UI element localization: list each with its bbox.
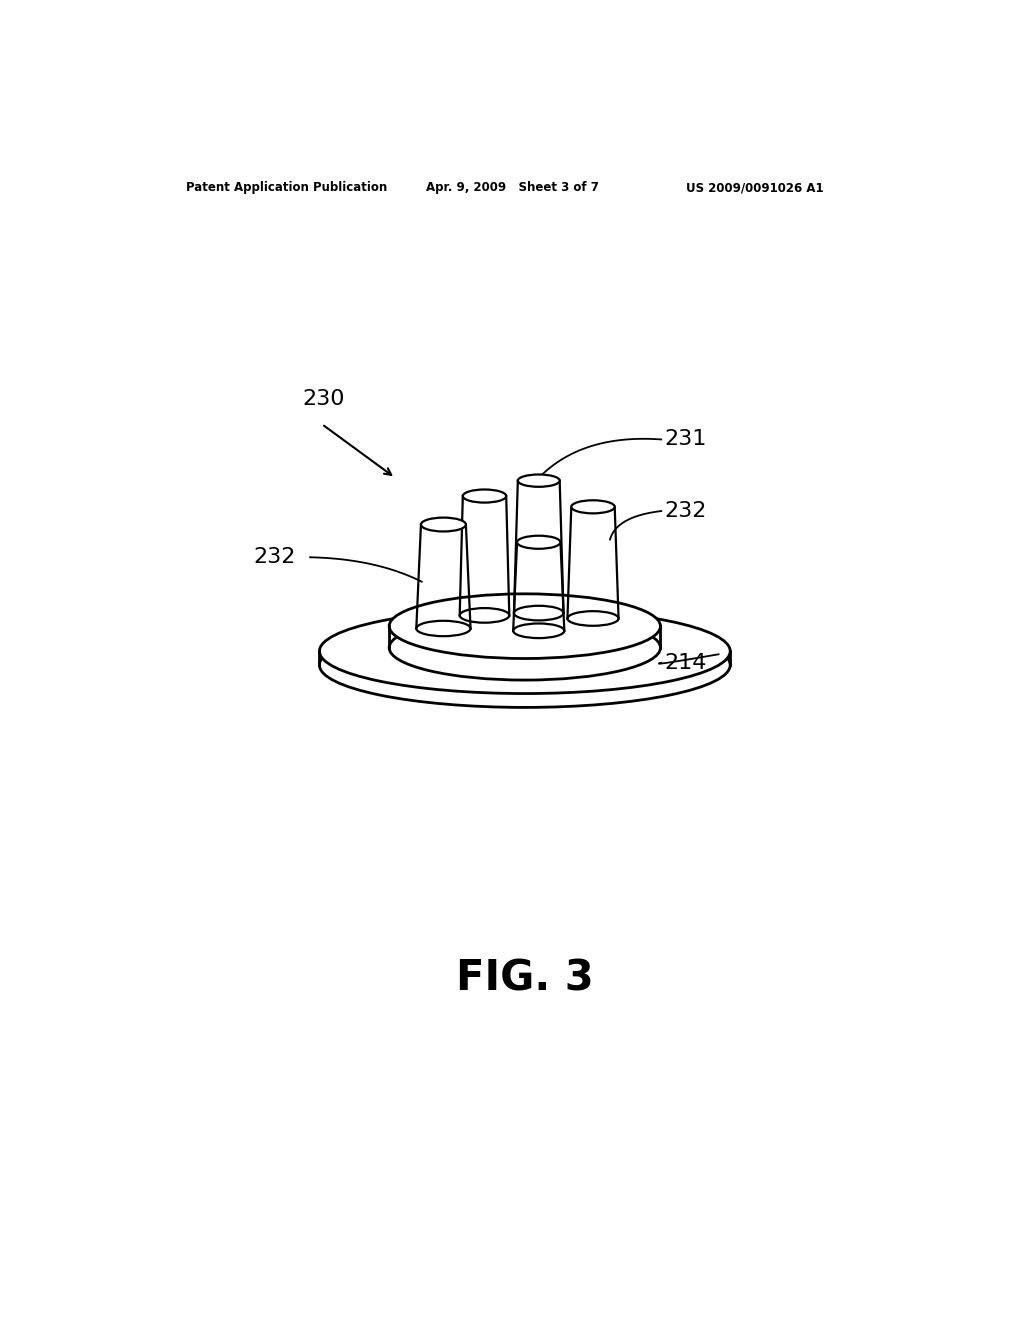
Text: Patent Application Publication: Patent Application Publication — [186, 181, 387, 194]
Text: 214: 214 — [665, 653, 707, 673]
Ellipse shape — [517, 536, 560, 549]
Ellipse shape — [571, 500, 614, 513]
Ellipse shape — [421, 517, 466, 532]
Ellipse shape — [514, 606, 563, 620]
Ellipse shape — [319, 623, 730, 708]
Text: 232: 232 — [665, 502, 707, 521]
Text: FIG. 3: FIG. 3 — [456, 957, 594, 999]
Ellipse shape — [463, 490, 506, 503]
Ellipse shape — [389, 594, 660, 659]
Ellipse shape — [460, 609, 509, 623]
Ellipse shape — [319, 609, 730, 693]
Ellipse shape — [417, 620, 471, 636]
Text: US 2009/0091026 A1: US 2009/0091026 A1 — [686, 181, 823, 194]
Text: 230: 230 — [302, 388, 345, 409]
Ellipse shape — [389, 615, 660, 680]
Ellipse shape — [513, 623, 564, 638]
Ellipse shape — [518, 474, 560, 487]
Text: 231: 231 — [665, 429, 707, 449]
Text: Apr. 9, 2009   Sheet 3 of 7: Apr. 9, 2009 Sheet 3 of 7 — [426, 181, 599, 194]
Text: 232: 232 — [254, 548, 296, 568]
Ellipse shape — [567, 611, 618, 626]
